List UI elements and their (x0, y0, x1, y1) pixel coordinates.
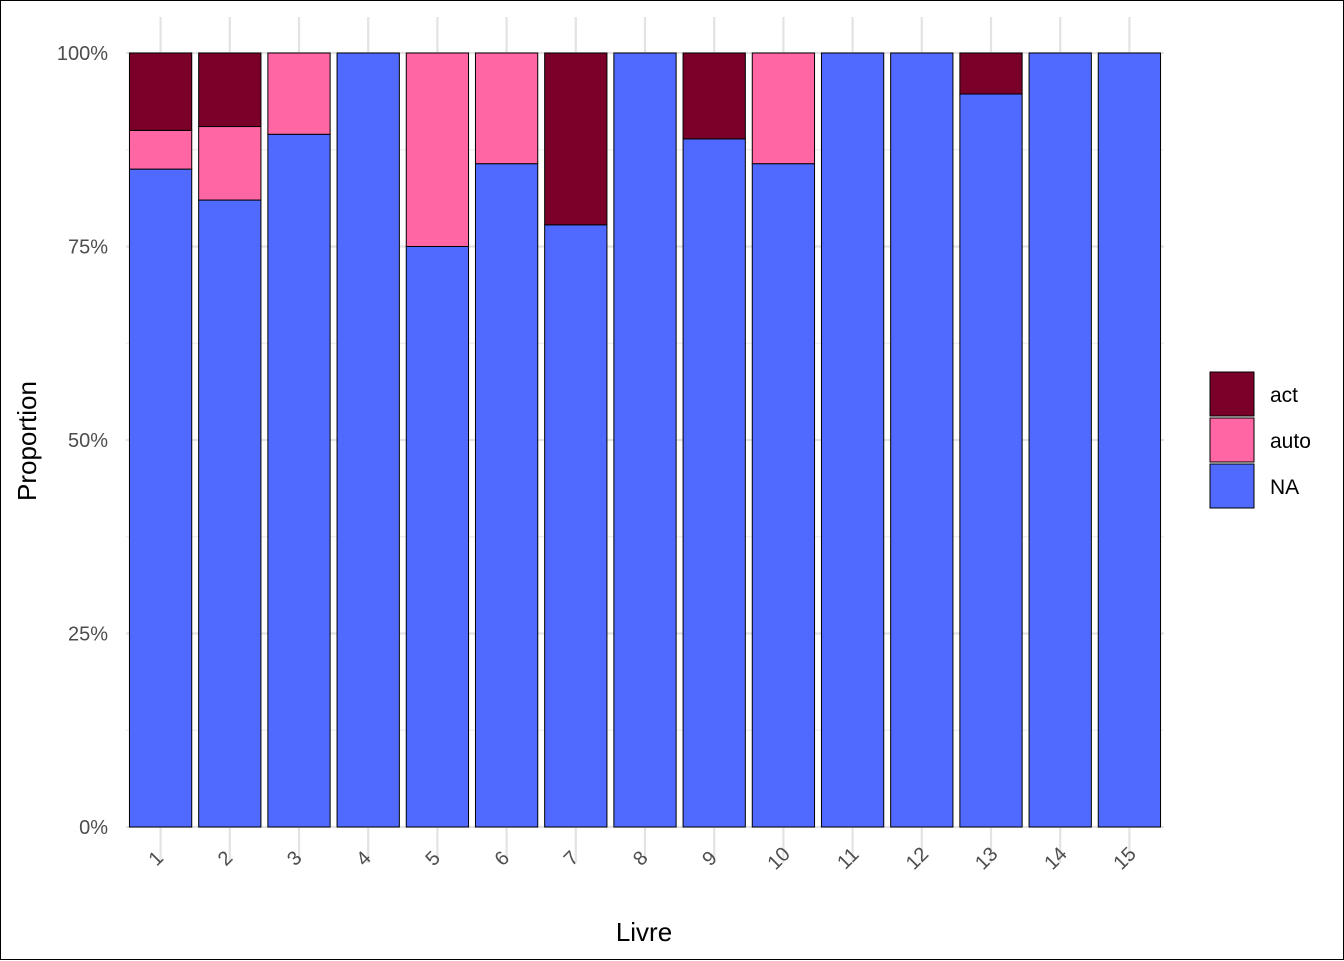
bar-segment-auto-3 (267, 52, 331, 135)
bar-segment-act-7 (544, 52, 608, 226)
x-tick-label: 3 (283, 847, 306, 870)
x-tick-label: 2 (214, 847, 237, 870)
bar-segment-na-1 (128, 168, 193, 828)
x-tick-label: 14 (1040, 843, 1071, 874)
y-tick-label: 75% (68, 237, 108, 259)
bar-segment-na-10 (751, 163, 816, 828)
y-tick-label: 100% (57, 43, 108, 65)
bar-segment-act-9 (682, 52, 746, 140)
bar-segment-auto-6 (474, 52, 539, 165)
bar-segment-na-7 (544, 224, 608, 828)
x-tick-label: 4 (352, 847, 375, 870)
x-axis-title: Livre (616, 917, 672, 947)
x-tick-label: 12 (902, 843, 933, 874)
bar-segment-na-3 (267, 133, 331, 828)
x-tick-label: 6 (491, 847, 514, 870)
bar-segment-na-9 (682, 138, 746, 828)
legend-label-act: act (1270, 384, 1298, 407)
y-axis-title: Proportion (12, 381, 42, 501)
bar-segment-na-12 (890, 52, 954, 828)
x-tick-label: 1 (145, 847, 168, 870)
x-tick-label: 11 (833, 844, 863, 874)
bar-segment-na-4 (336, 52, 400, 828)
bar-segment-na-13 (959, 93, 1023, 828)
legend-label-auto: auto (1270, 430, 1311, 453)
legend: act auto NA (1209, 371, 1311, 509)
bar-segment-auto-1 (128, 129, 193, 170)
bar-segment-auto-10 (751, 52, 816, 165)
bar-segment-na-2 (198, 199, 262, 828)
bar-segment-act-1 (128, 52, 193, 131)
bar-segment-na-14 (1028, 52, 1092, 828)
bar-segment-na-8 (613, 52, 677, 828)
x-tick-label: 7 (560, 847, 583, 870)
bars-group (128, 52, 1162, 828)
y-tick-label: 50% (68, 430, 108, 452)
x-tick-label: 10 (764, 843, 795, 874)
bar-segment-auto-5 (405, 52, 470, 247)
bar-segment-auto-2 (198, 126, 262, 201)
x-tick-label: 8 (629, 847, 652, 870)
y-axis-ticks: 0% 25% 50% 75% 100% (57, 43, 108, 839)
legend-key-act (1209, 371, 1255, 417)
bar-segment-na-6 (474, 163, 539, 828)
y-tick-label: 0% (79, 817, 108, 839)
y-tick-label: 25% (68, 624, 108, 646)
bar-segment-act-13 (959, 52, 1023, 95)
bar-segment-na-5 (405, 246, 470, 828)
x-tick-label: 5 (421, 847, 444, 870)
bar-segment-act-2 (198, 52, 262, 128)
legend-label-na: NA (1270, 476, 1299, 499)
x-tick-label: 9 (698, 847, 721, 870)
legend-key-auto (1209, 417, 1255, 463)
legend-key-na (1209, 463, 1255, 509)
bar-segment-na-15 (1097, 52, 1162, 828)
x-tick-label: 15 (1110, 843, 1141, 874)
bar-segment-na-11 (820, 52, 885, 828)
x-tick-label: 13 (971, 843, 1002, 874)
x-axis-ticks: 1 2 3 4 5 6 7 8 9 10 11 12 13 14 15 (145, 843, 1141, 874)
